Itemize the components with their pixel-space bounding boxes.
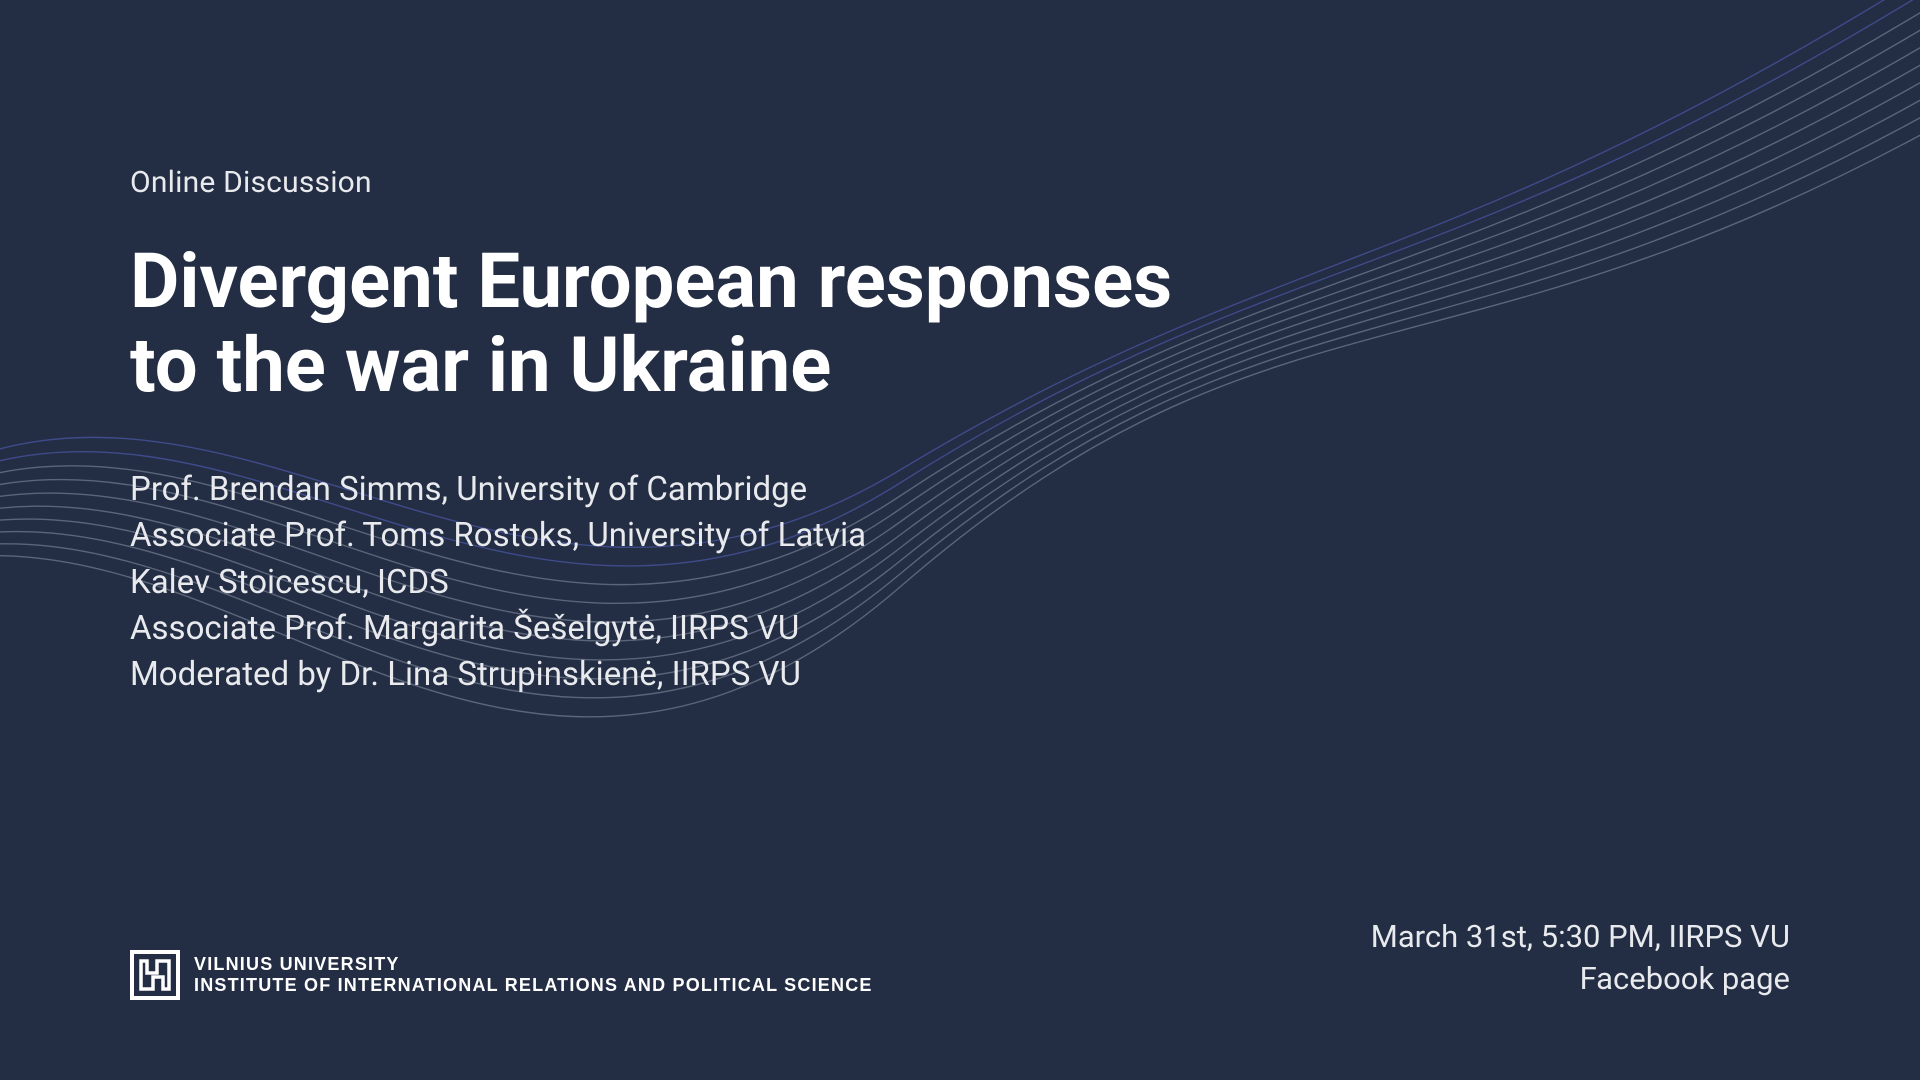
main-content: Online Discussion Divergent European res…	[0, 0, 1920, 1080]
title-line-2: to the war in Ukraine	[130, 320, 831, 410]
footer: Vilnius University Institute of Internat…	[130, 916, 1790, 1000]
speakers-list: Prof. Brendan Simms, University of Cambr…	[130, 467, 1920, 698]
speaker-item: Prof. Brendan Simms, University of Cambr…	[130, 467, 1920, 513]
org-name-line-1: Vilnius University	[194, 954, 873, 975]
event-type-label: Online Discussion	[130, 165, 1920, 200]
event-meta: March 31st, 5:30 PM, IIRPS VU Facebook p…	[1371, 916, 1790, 1000]
org-name-line-2: Institute of International Relations and…	[194, 975, 873, 996]
title-line-1: Divergent European responses	[130, 236, 1172, 326]
speaker-item: Associate Prof. Toms Rostoks, University…	[130, 513, 1920, 559]
organization-block: Vilnius University Institute of Internat…	[130, 950, 873, 1000]
event-title: Divergent European responses to the war …	[130, 240, 1530, 407]
organization-name: Vilnius University Institute of Internat…	[194, 954, 873, 995]
speaker-item: Moderated by Dr. Lina Strupinskienė, IIR…	[130, 652, 1920, 698]
speaker-item: Kalev Stoicescu, ICDS	[130, 560, 1920, 606]
event-location: Facebook page	[1371, 958, 1790, 1000]
event-date-time: March 31st, 5:30 PM, IIRPS VU	[1371, 916, 1790, 958]
speaker-item: Associate Prof. Margarita Šešelgytė, IIR…	[130, 606, 1920, 652]
vilnius-university-logo-icon	[130, 950, 180, 1000]
